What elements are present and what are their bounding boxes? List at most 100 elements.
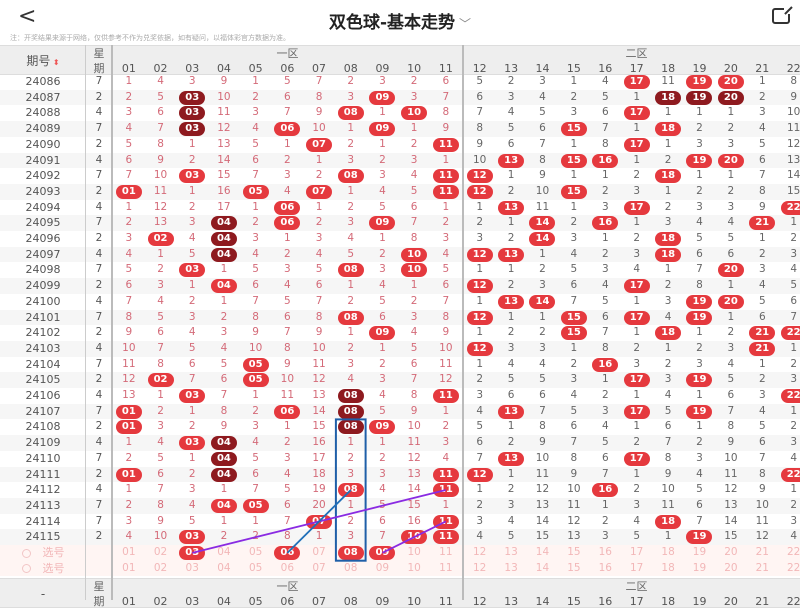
table-row: 24100 4 7 4 2 1 7 5 7 2 5 2 7 1 13 14 7 5 1 3 19 20 5 6 — [0, 294, 800, 310]
period-number: 24092 — [25, 169, 61, 183]
number-cell: 1 — [633, 90, 641, 103]
share-icon[interactable] — [772, 5, 793, 24]
table-row: 24101 7 8 5 3 2 8 6 8 08 6 3 8 12 1 1 15 6 17 4 19 1 6 7 — [0, 309, 800, 326]
number-cell: 5 — [442, 263, 450, 276]
pick-number-14[interactable]: 14 — [535, 546, 550, 558]
number-cell: 4 — [507, 106, 515, 119]
pick-row-label[interactable]: 选号 — [0, 561, 86, 577]
pick-number-22[interactable]: 22 — [787, 561, 800, 574]
pick-number-04[interactable]: 04 — [217, 546, 231, 558]
number-cell: 2 — [696, 184, 703, 197]
pick-number-11[interactable]: 11 — [439, 561, 453, 574]
pick-number-06[interactable]: 06 — [272, 545, 304, 561]
drawn-ball: 04 — [210, 279, 237, 294]
pick-number-02[interactable]: 02 — [153, 561, 168, 574]
number-cell: 1 — [188, 279, 196, 292]
pick-number-10[interactable]: 10 — [407, 561, 421, 574]
pick-number-03[interactable]: 03 — [176, 545, 208, 561]
number-cell: 8 — [315, 310, 323, 323]
period-number: 24101 — [25, 310, 61, 324]
number-cell: 11 — [312, 357, 326, 370]
drawn-ball: 10 — [401, 106, 428, 121]
drawn-ball: 19 — [686, 90, 713, 105]
number-cell: 15 — [407, 498, 421, 511]
number-cell: 19 — [312, 483, 326, 496]
pick-number-16[interactable]: 16 — [598, 546, 612, 558]
number-cell: 8 — [157, 498, 164, 511]
pick-number-05[interactable]: 05 — [248, 561, 263, 574]
number-cell: 2 — [758, 247, 766, 260]
number-cell: 2 — [442, 420, 450, 433]
number-cell: 2 — [664, 153, 672, 166]
number-cell: 9 — [664, 467, 672, 480]
selected-ball[interactable]: 08 — [337, 546, 364, 560]
pick-number-05[interactable]: 05 — [248, 546, 263, 558]
pick-number-12[interactable]: 12 — [473, 546, 487, 558]
selected-ball[interactable]: 03 — [179, 546, 206, 560]
number-header-03: 03 — [185, 62, 200, 75]
pick-number-01[interactable]: 01 — [122, 546, 136, 558]
pick-number-11[interactable]: 11 — [439, 546, 453, 558]
number-cell: 3 — [790, 436, 798, 449]
back-chevron-left-icon[interactable]: < — [18, 4, 37, 29]
period-number: 24098 — [25, 263, 61, 277]
pick-number-17[interactable]: 17 — [630, 546, 644, 558]
selected-ball[interactable]: 06 — [274, 546, 301, 560]
weekday: 4 — [95, 436, 103, 449]
sort-arrows-icon[interactable]: ⬍ — [50, 58, 60, 67]
number-cell: 4 — [157, 294, 164, 307]
page-title[interactable]: 双色球-基本走势 ﹀ — [0, 8, 800, 33]
number-cell: 1 — [507, 420, 515, 433]
pick-number-06[interactable]: 06 — [280, 561, 295, 574]
pick-number-12[interactable]: 12 — [473, 561, 487, 574]
pick-number-07[interactable]: 07 — [312, 546, 326, 558]
number-header-20: 20 — [723, 62, 738, 75]
pick-number-10[interactable]: 10 — [407, 546, 421, 558]
pick-number-15[interactable]: 15 — [567, 546, 581, 558]
period-header[interactable]: 期号 ⬍ — [0, 46, 86, 76]
number-cell: 17 — [621, 137, 652, 153]
pick-number-08[interactable]: 08 — [344, 561, 358, 574]
number-cell: 3 — [347, 90, 355, 103]
number-cell: 2 — [252, 216, 259, 229]
pick-number-13[interactable]: 13 — [504, 561, 518, 574]
pick-number-07[interactable]: 07 — [312, 561, 326, 574]
radio-icon[interactable] — [21, 548, 31, 558]
pick-number-15[interactable]: 15 — [567, 561, 581, 574]
number-cell: 12 — [464, 184, 495, 200]
pick-number-16[interactable]: 16 — [598, 561, 612, 574]
pick-number-08[interactable]: 08 — [335, 545, 367, 561]
selected-ball[interactable]: 09 — [369, 546, 396, 560]
period-header: - — [40, 587, 46, 602]
number-header-12: 12 — [472, 62, 487, 75]
number-cell: 6 — [379, 514, 386, 527]
pick-number-20[interactable]: 20 — [724, 546, 738, 558]
number-cell: 3 — [125, 514, 133, 527]
pick-number-18[interactable]: 18 — [661, 546, 675, 558]
pick-number-04[interactable]: 04 — [217, 561, 231, 574]
pick-number-19[interactable]: 19 — [692, 546, 707, 558]
number-cell: 12 — [312, 373, 326, 386]
pick-number-22[interactable]: 22 — [787, 546, 800, 558]
pick-number-18[interactable]: 18 — [661, 561, 675, 574]
pick-number-21[interactable]: 21 — [755, 561, 769, 574]
number-cell: 7 — [601, 467, 609, 480]
drawn-ball: 14 — [529, 294, 556, 309]
number-cell: 2 — [727, 184, 735, 197]
pick-row-label[interactable]: 选号 — [0, 545, 86, 561]
pick-number-13[interactable]: 13 — [504, 546, 518, 558]
number-cell: 1 — [758, 232, 766, 244]
pick-number-02[interactable]: 02 — [153, 546, 168, 558]
pick-number-14[interactable]: 14 — [535, 561, 550, 574]
pick-number-09[interactable]: 09 — [367, 545, 399, 561]
pick-number-09[interactable]: 09 — [375, 561, 390, 574]
pick-number-17[interactable]: 17 — [630, 561, 644, 574]
pick-number-20[interactable]: 20 — [724, 561, 738, 574]
pick-number-01[interactable]: 01 — [122, 561, 136, 574]
pick-number-21[interactable]: 21 — [755, 546, 769, 558]
number-cell: 2 — [507, 326, 515, 339]
radio-icon[interactable] — [21, 564, 31, 574]
pick-number-19[interactable]: 19 — [692, 561, 707, 574]
number-cell: 7 — [476, 106, 484, 119]
pick-number-03[interactable]: 03 — [185, 561, 199, 574]
